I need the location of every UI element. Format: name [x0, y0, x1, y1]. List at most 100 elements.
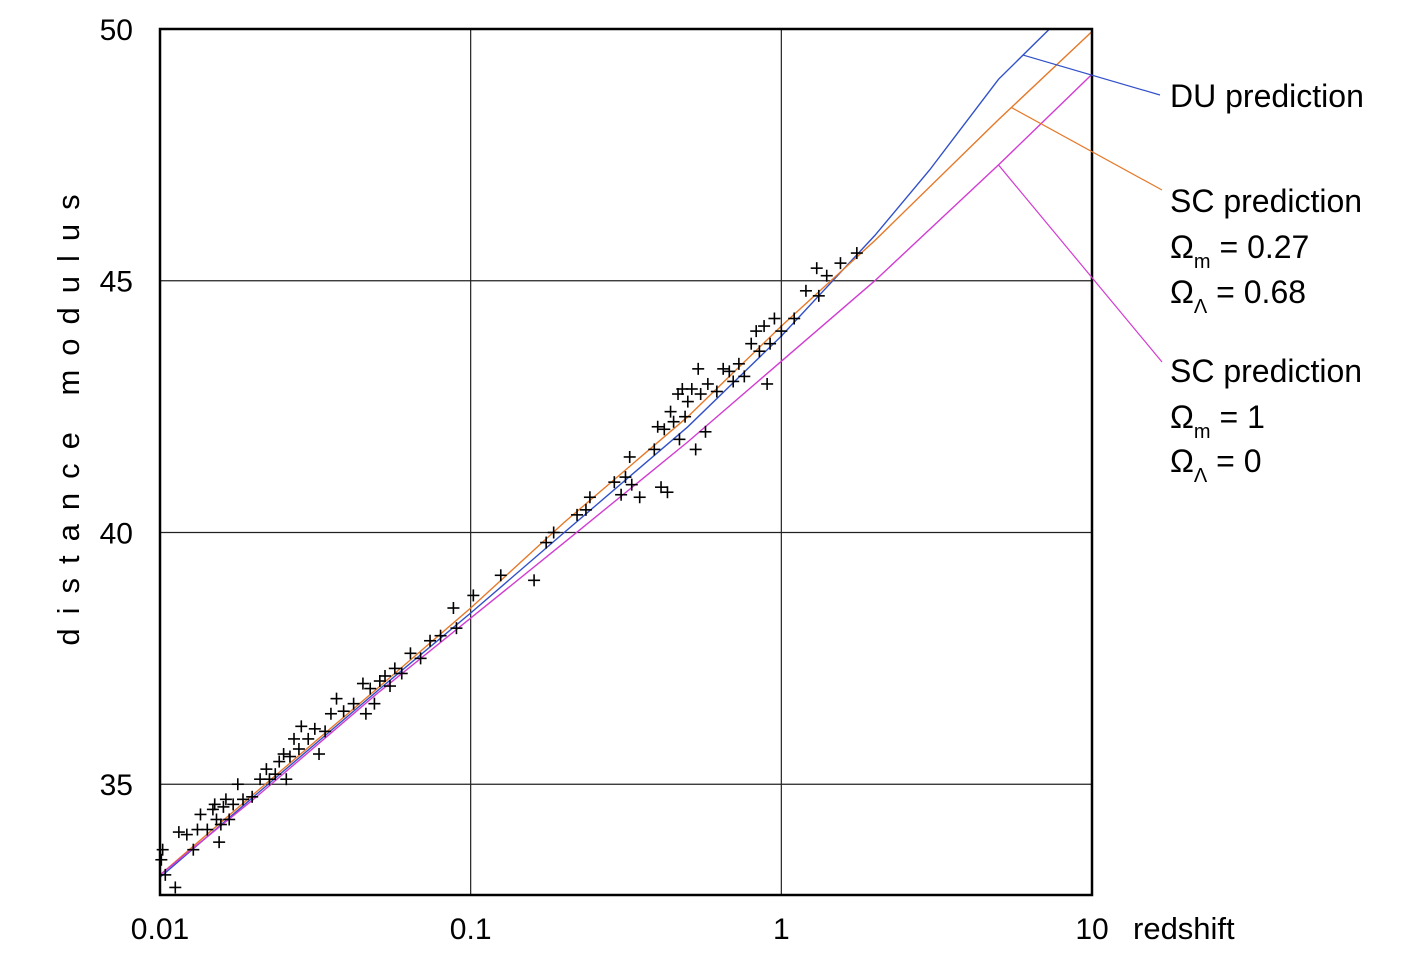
leader-line-1 — [1022, 54, 1161, 96]
data-point-marker — [324, 707, 337, 720]
data-point-marker — [761, 377, 774, 390]
data-point-marker — [213, 836, 226, 849]
data-point-marker — [180, 828, 193, 841]
data-point-marker — [379, 669, 392, 682]
x-tick-label: 0.1 — [450, 913, 492, 946]
data-point-marker — [619, 471, 632, 484]
data-point-marker — [745, 337, 758, 350]
y-axis-label: distance modulus — [51, 180, 86, 645]
leader-line-3 — [998, 164, 1163, 363]
x-axis-label: redshift — [1133, 911, 1235, 946]
sc1-omega-lambda: ΩΛ = 0.68 — [1170, 274, 1306, 318]
data-point-marker — [651, 420, 664, 433]
x-tick-label: 0.01 — [131, 913, 189, 946]
data-point-marker — [494, 569, 507, 582]
data-point-marker — [579, 503, 592, 516]
data-point-marker — [615, 488, 628, 501]
sc-prediction-matter-label: SC prediction Ωm = 1 ΩΛ = 0 — [1170, 353, 1362, 487]
data-point-marker — [633, 491, 646, 504]
data-point-marker — [717, 362, 730, 375]
data-point-marker — [302, 732, 315, 745]
data-point-marker — [156, 843, 169, 856]
data-point-marker — [661, 486, 674, 499]
data-point-marker — [201, 823, 214, 836]
data-point-marker — [788, 312, 801, 325]
data-point-marker — [681, 395, 694, 408]
data-point-marker — [231, 778, 244, 791]
data-point-marker — [246, 790, 259, 803]
data-point-marker — [280, 773, 293, 786]
data-point-marker — [850, 247, 863, 260]
prediction-curves — [159, 28, 1093, 878]
data-point-marker — [172, 826, 185, 839]
data-point-marker — [540, 536, 553, 549]
data-point-marker — [208, 798, 221, 811]
data-point-marker — [648, 443, 661, 456]
data-point-marker — [217, 800, 230, 813]
data-point-marker — [364, 682, 377, 695]
data-point-marker — [723, 365, 736, 378]
data-point-marker — [273, 755, 286, 768]
data-point-marker — [155, 853, 168, 866]
data-point-marker — [810, 262, 823, 275]
data-point-marker — [775, 325, 788, 338]
data-point-marker — [359, 707, 372, 720]
data-point-marker — [159, 868, 172, 881]
data-point-marker — [750, 325, 763, 338]
data-point-marker — [673, 433, 686, 446]
data-point-marker — [699, 425, 712, 438]
annotation-leaders — [998, 54, 1163, 363]
data-point-marker — [753, 345, 766, 358]
data-point-marker — [263, 773, 276, 786]
data-point-marker — [738, 370, 751, 383]
data-point-marker — [194, 808, 207, 821]
data-point-marker — [434, 629, 447, 642]
data-point-marker — [330, 692, 343, 705]
plot-frame — [158, 27, 1094, 897]
data-point-marker — [260, 763, 273, 776]
data-point-marker — [206, 803, 219, 816]
data-point-marker — [368, 697, 381, 710]
x-tick-label: 10 — [1075, 913, 1108, 946]
data-point-marker — [834, 257, 847, 270]
data-point-marker — [169, 881, 182, 894]
sc2-omega-lambda: ΩΛ = 0 — [1170, 443, 1262, 487]
series-line-3 — [159, 73, 1093, 876]
data-point-marker — [623, 450, 636, 463]
y-tick-label: 35 — [100, 769, 133, 802]
data-point-marker — [625, 478, 638, 491]
data-point-marker — [727, 375, 740, 388]
data-point-marker — [820, 269, 833, 282]
sc1-omega-m: Ωm = 0.27 — [1170, 229, 1309, 273]
data-point-marker — [219, 793, 232, 806]
data-point-marker — [450, 622, 463, 635]
data-point-marker — [313, 748, 326, 761]
data-point-marker — [388, 662, 401, 675]
data-point-marker — [269, 768, 282, 781]
data-point-marker — [528, 574, 541, 587]
data-point-marker — [356, 677, 369, 690]
data-point-marker — [689, 443, 702, 456]
data-point-marker — [447, 602, 460, 615]
sc2-title: SC prediction — [1170, 353, 1362, 389]
data-point-marker — [701, 377, 714, 390]
data-point-marker — [223, 813, 236, 826]
data-point-marker — [799, 284, 812, 297]
data-points — [155, 247, 863, 894]
data-point-marker — [547, 526, 560, 539]
data-point-marker — [395, 667, 408, 680]
data-point-marker — [288, 732, 301, 745]
data-point-marker — [319, 725, 332, 738]
y-tick-label: 40 — [100, 517, 133, 550]
data-point-marker — [347, 697, 360, 710]
data-point-marker — [667, 415, 680, 428]
data-point-marker — [424, 634, 437, 647]
data-point-marker — [467, 589, 480, 602]
data-point-marker — [404, 647, 417, 660]
data-point-marker — [237, 793, 250, 806]
data-point-marker — [679, 410, 692, 423]
data-point-marker — [292, 742, 305, 755]
data-point-marker — [283, 750, 296, 763]
y-tick-label: 45 — [100, 266, 133, 299]
data-point-marker — [732, 357, 745, 370]
